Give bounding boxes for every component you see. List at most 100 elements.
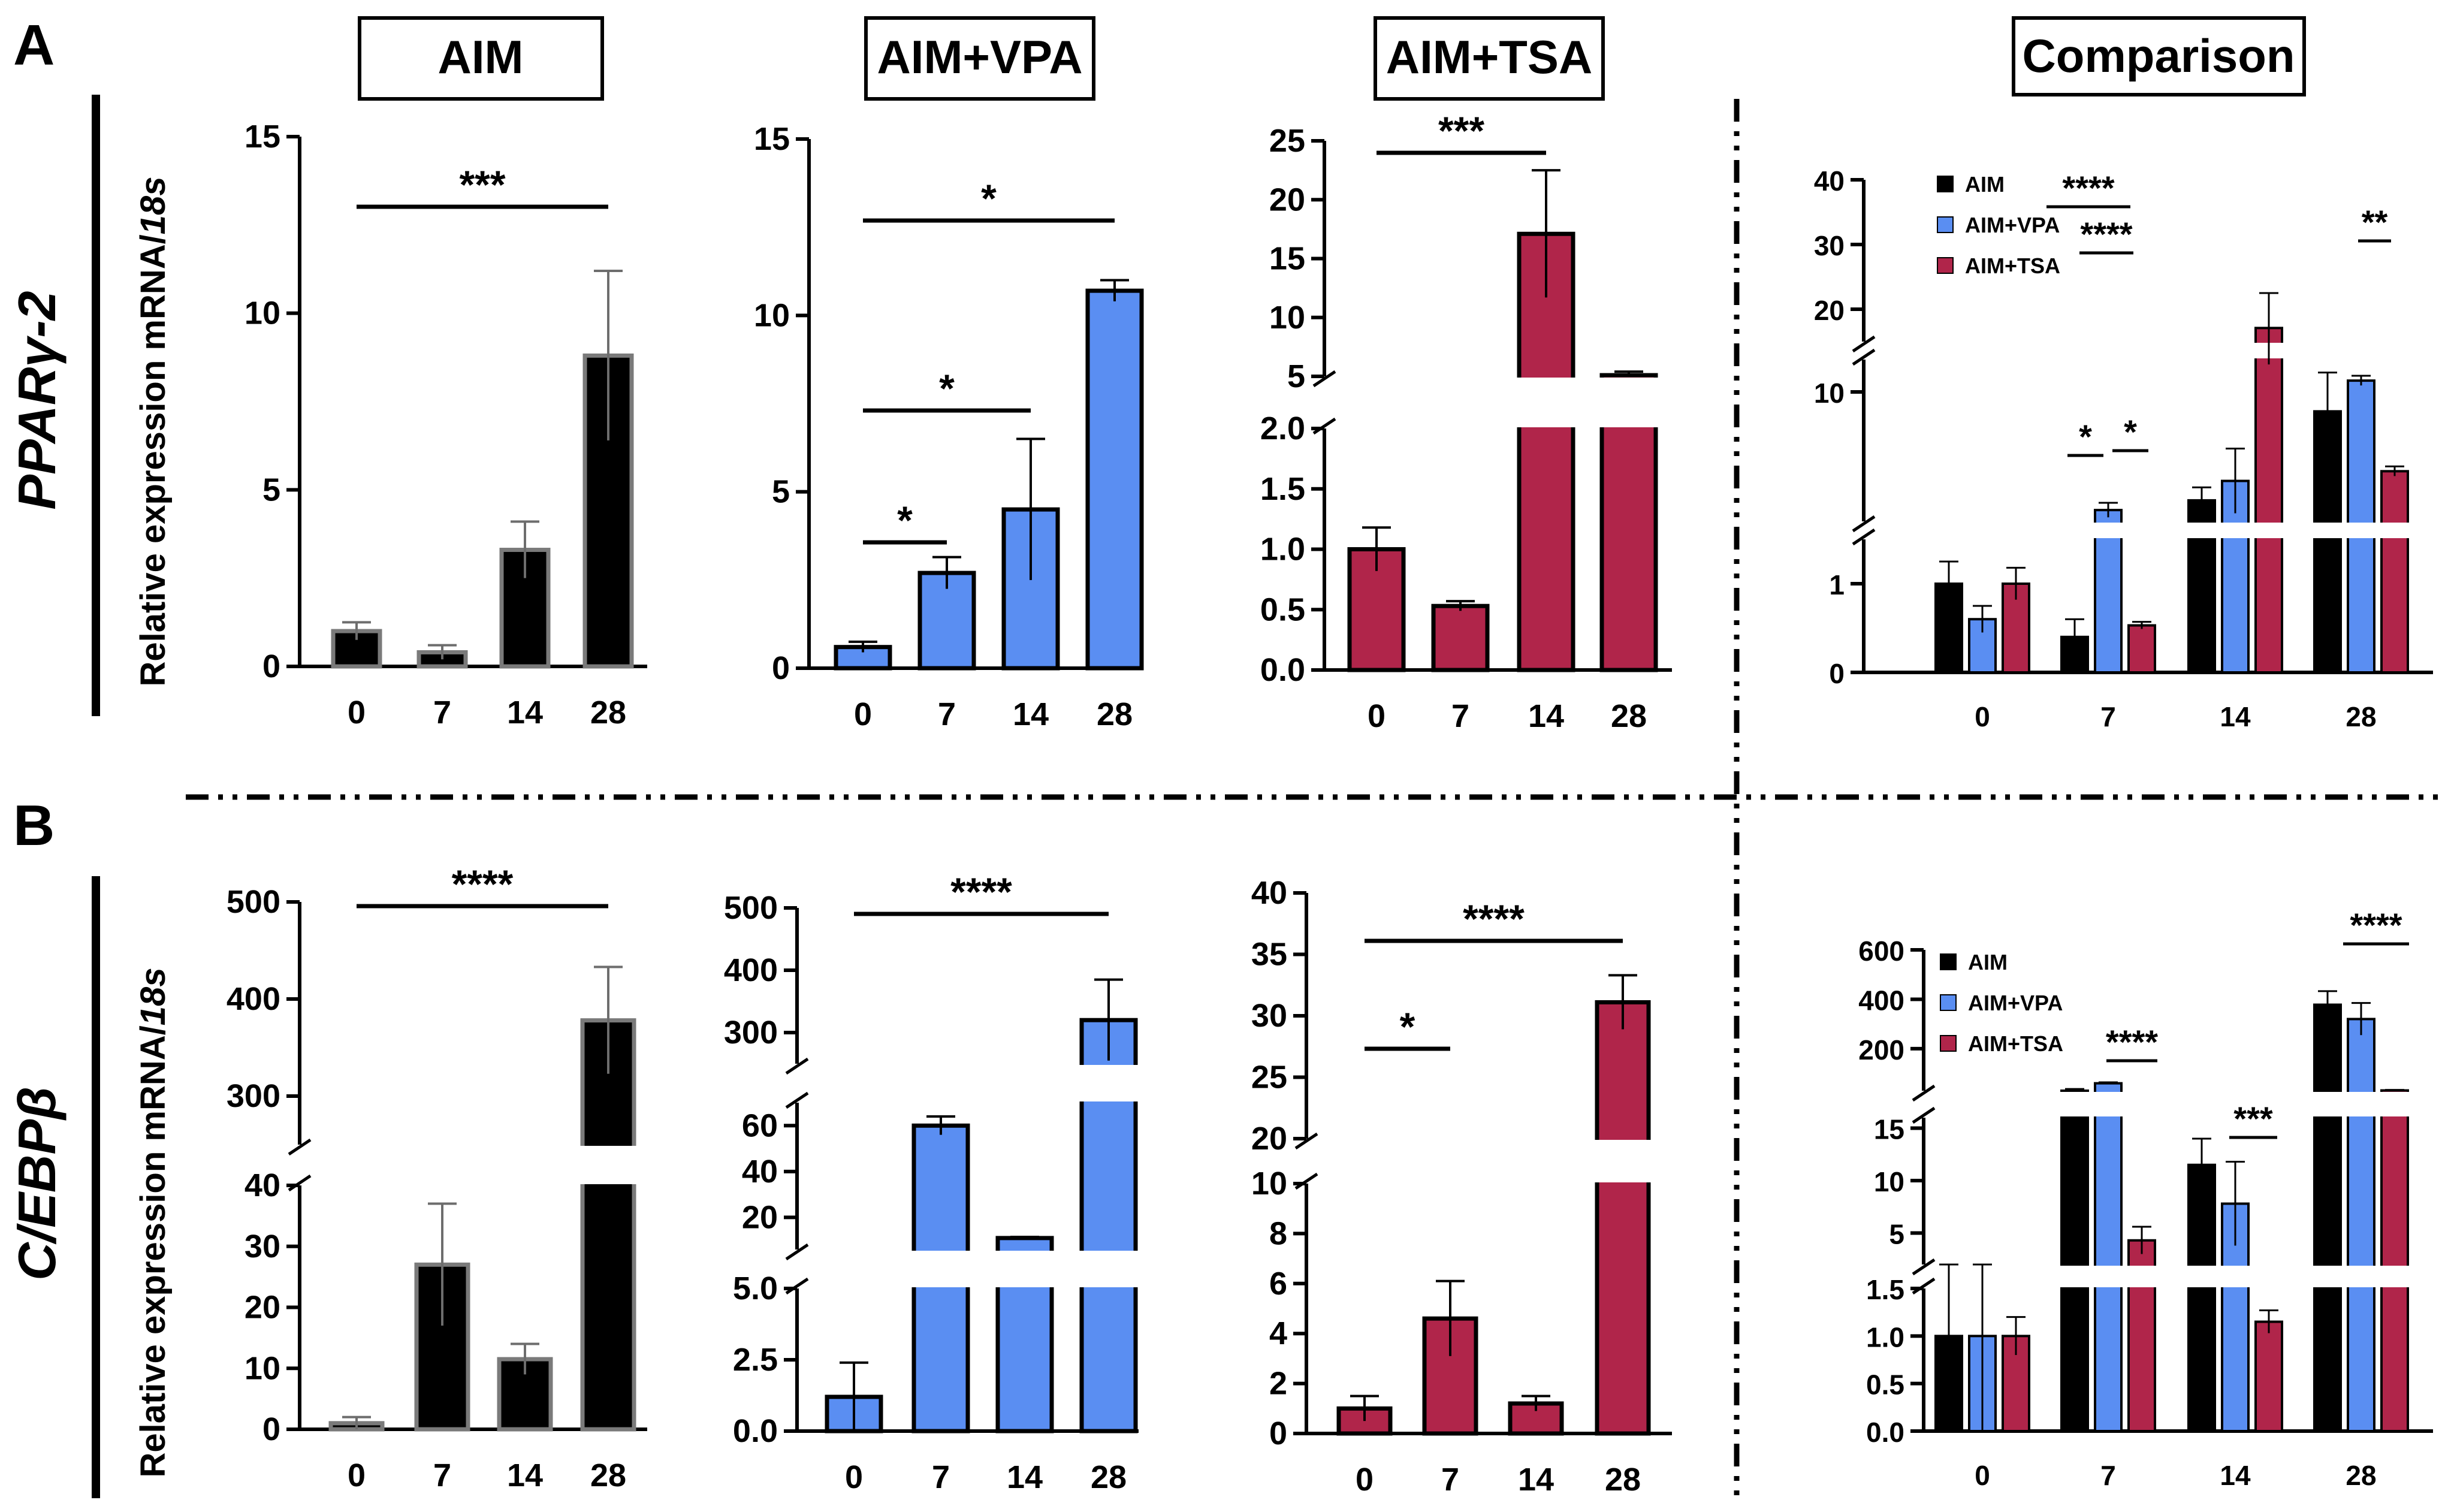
bar-break-gap (2186, 1266, 2217, 1287)
x-tick-label: 14 (2220, 701, 2251, 732)
y-tick-label: 40 (742, 1154, 778, 1190)
bar-7-AIM (2060, 1090, 2089, 1432)
bar-14 (1508, 1401, 1564, 1436)
bar-28-AIM+TSA (2380, 1089, 2409, 1432)
bar-break-gap (994, 1251, 1055, 1287)
chart-A-VPA: 0 5 10 15 0 7 14 28 * * * (754, 121, 1144, 732)
bar-break-gap (2379, 523, 2410, 538)
y-tick-label: 40 (1814, 165, 1845, 197)
y-tick-label: 40 (244, 1167, 280, 1203)
x-tick-label: 14 (507, 695, 543, 731)
x-tick-label: 28 (590, 1457, 626, 1493)
significance-label: **** (1463, 897, 1525, 941)
axis-break-mark (1294, 1172, 1318, 1190)
legend-label: AIM (1965, 172, 2005, 197)
significance-label: **** (950, 870, 1012, 914)
bar-break-gap (1078, 1251, 1139, 1287)
bar-break-gap (2346, 1092, 2377, 1116)
legend-label: AIM+TSA (1965, 253, 2060, 278)
y-tick-label: 1 (1829, 569, 1845, 600)
y-tick-label: 10 (244, 295, 280, 331)
x-tick-label: 0 (348, 695, 366, 731)
title-aim-tsa: AIM+TSA (1386, 31, 1593, 83)
y-tick-label: 30 (1251, 998, 1287, 1034)
y-tick-label: 5 (262, 472, 280, 508)
bar-break-gap (2186, 523, 2217, 538)
title-box-comparison: Comparison (2012, 16, 2306, 96)
y-tick-label: 1.0 (1260, 532, 1305, 568)
bar-28 (1595, 1000, 1651, 1436)
y-tick-label: 20 (244, 1290, 280, 1326)
gene-label-a: PPARγ-2 (7, 291, 67, 509)
x-tick-label: 28 (1097, 696, 1133, 732)
y-tick-label: 5.0 (733, 1270, 778, 1306)
chart-B-AIM: 0 10 20 30 40 300 400 500 0 7 14 28 **** (227, 862, 647, 1493)
y-tick-label: 15 (754, 121, 790, 157)
x-tick-label: 28 (1611, 698, 1647, 734)
title-box-aim-vpa: AIM+VPA (864, 16, 1095, 101)
bar-break-gap (2126, 1266, 2157, 1287)
bar-break-gap (2093, 523, 2124, 538)
panel-label-a: A (13, 13, 55, 77)
y-tick-label: 0 (772, 650, 790, 686)
y-tick-label: 5 (1889, 1219, 1904, 1250)
y-axis-label-b: Relative expression mRNA/18s (134, 967, 173, 1477)
x-tick-label: 14 (2220, 1460, 2251, 1491)
axis-break-mark (1912, 1106, 1936, 1124)
y-tick-label: 0 (262, 1411, 280, 1447)
significance-label: **** (2062, 169, 2114, 207)
x-tick-label: 28 (1605, 1462, 1641, 1498)
bar-break-gap (2346, 1266, 2377, 1287)
y-tick-label: 30 (244, 1229, 280, 1264)
bar-7 (1431, 603, 1490, 672)
x-tick-label: 0 (1975, 701, 1990, 732)
y-tick-label: 0.0 (1866, 1417, 1904, 1448)
bar-14 (1517, 231, 1575, 672)
y-tick-label: 5 (772, 474, 790, 510)
x-tick-label: 14 (1007, 1459, 1043, 1495)
y-tick-label: 30 (1814, 230, 1845, 261)
y-tick-label: 600 (1858, 935, 1904, 967)
title-aim-vpa: AIM+VPA (877, 31, 1082, 83)
legend-label: AIM (1968, 950, 2008, 974)
chart-B-CMP: 0.0 0.5 1.0 1.5 5 10 15 200 400 600 0 7 14 28 AIM AIM+V… (1858, 906, 2433, 1491)
x-tick-label: 7 (433, 1457, 451, 1493)
y-tick-label: 400 (227, 981, 280, 1017)
y-tick-label: 20 (1814, 295, 1845, 326)
bar-28-AIM+VPA (2347, 1018, 2375, 1432)
bar-break-gap (1598, 378, 1659, 427)
y-tick-label: 500 (724, 890, 778, 926)
x-tick-label: 0 (845, 1459, 863, 1495)
significance-label: **** (2350, 906, 2402, 944)
y-tick-label: 10 (1874, 1166, 1904, 1197)
x-tick-label: 7 (932, 1459, 950, 1495)
axis-break-mark (785, 1091, 809, 1109)
bar-break-gap (910, 1251, 971, 1287)
y-tick-label: 0 (1269, 1416, 1287, 1451)
legend-swatch (1940, 953, 1957, 970)
y-tick-label: 20 (1269, 182, 1305, 218)
y-tick-label: 2.0 (1260, 411, 1305, 446)
x-tick-label: 14 (1013, 696, 1049, 732)
y-axis-label-a: Relative expression mRNA/18s (134, 176, 173, 686)
x-tick-label: 7 (938, 696, 956, 732)
y-tick-label: 25 (1251, 1060, 1287, 1095)
y-tick-label: 15 (1874, 1114, 1904, 1145)
x-tick-label: 28 (1091, 1459, 1127, 1495)
y-tick-label: 20 (742, 1199, 778, 1235)
chart-A-TSA: 0.0 0.5 1.0 1.5 2.0 5 10 15 20 25 0 7 14 28 *** (1260, 108, 1672, 734)
y-tick-label: 6 (1269, 1266, 1287, 1302)
significance-label: * (2124, 413, 2137, 451)
x-tick-label: 14 (1518, 1462, 1554, 1498)
bar-break-gap (2220, 523, 2251, 538)
legend-swatch (1937, 257, 1954, 274)
legend-label: AIM+VPA (1965, 213, 2060, 237)
bar-break-gap (2346, 523, 2377, 538)
bar-break-gap (1593, 1140, 1652, 1182)
legend-label: AIM+VPA (1968, 991, 2063, 1015)
gene-label-b: C/EBPβ (7, 1087, 67, 1281)
bar-break-gap (2312, 523, 2343, 538)
bar-break-gap (2312, 1092, 2343, 1116)
